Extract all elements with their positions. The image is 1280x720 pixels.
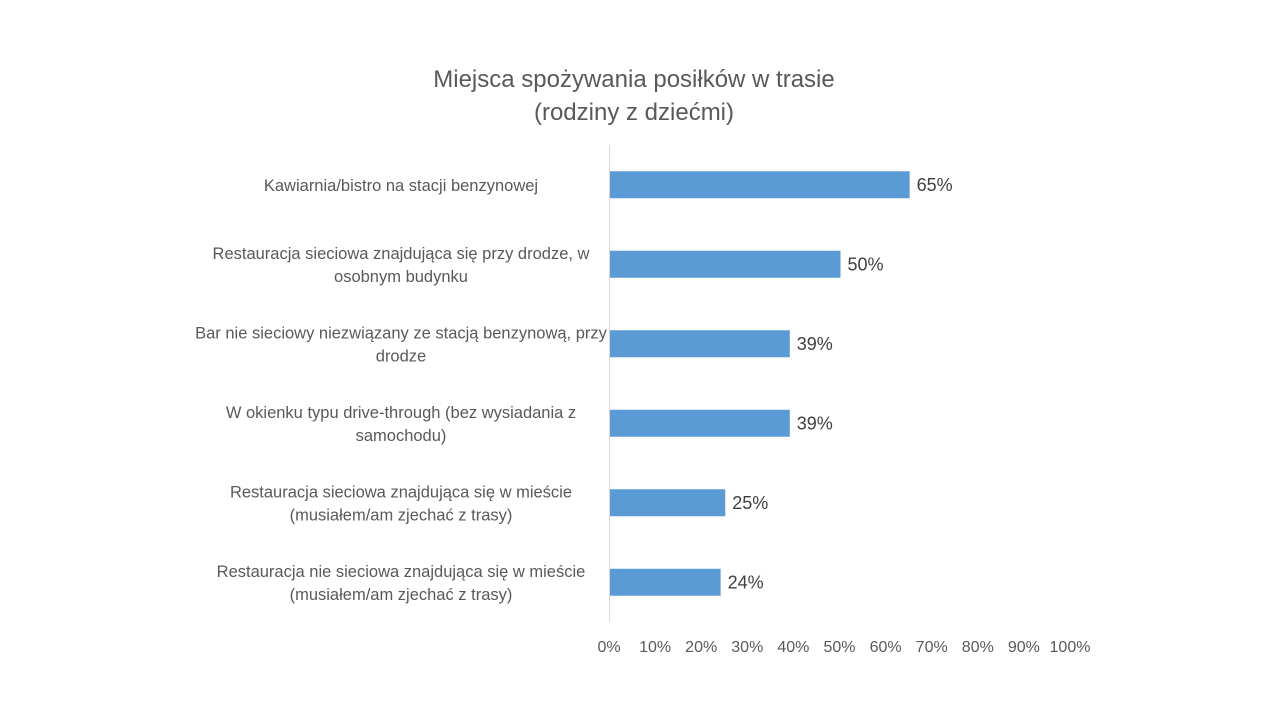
data-label: 25% <box>732 493 768 513</box>
category-label: Kawiarnia/bistro na stacji benzynowej <box>264 177 538 195</box>
chart-title-line-1: Miejsca spożywania posiłków w trasie <box>433 66 835 93</box>
x-tick-label: 30% <box>731 639 763 656</box>
x-tick-label: 50% <box>823 639 855 656</box>
category-label: Restauracja nie sieciowa znajdująca się … <box>217 563 586 581</box>
x-tick-label: 40% <box>777 639 809 656</box>
x-tick-label: 100% <box>1050 639 1091 656</box>
x-tick-label: 10% <box>639 639 671 656</box>
bar <box>610 171 910 199</box>
bar <box>610 489 726 517</box>
bar <box>610 409 790 437</box>
chart-title-line-2: (rodziny z dziećmi) <box>533 99 735 126</box>
data-label: 39% <box>797 334 833 354</box>
x-tick-label: 20% <box>685 639 717 656</box>
data-label: 65% <box>917 175 953 195</box>
bar <box>610 330 790 358</box>
bar <box>610 250 841 278</box>
category-label: Restauracja sieciowa znajdująca się w mi… <box>230 483 572 501</box>
category-label: Restauracja sieciowa znajdująca się przy… <box>213 245 590 263</box>
x-tick-label: 80% <box>962 639 994 656</box>
category-label: Bar nie sieciowy niezwiązany ze stacją b… <box>195 324 608 342</box>
data-label: 39% <box>797 413 833 433</box>
bar <box>610 568 721 596</box>
x-tick-label: 90% <box>1008 639 1040 656</box>
x-tick-label: 60% <box>870 639 902 656</box>
data-label: 24% <box>728 572 764 592</box>
category-label: samochodu) <box>356 427 447 445</box>
category-label: drodze <box>376 347 426 365</box>
x-tick-label: 0% <box>597 639 620 656</box>
x-tick-label: 70% <box>916 639 948 656</box>
category-label: (musiałem/am zjechać z trasy) <box>290 506 513 524</box>
category-label: osobnym budynku <box>334 268 468 286</box>
data-label: 50% <box>848 254 884 274</box>
category-label: W okienku typu drive-through (bez wysiad… <box>226 404 576 422</box>
category-label: (musiałem/am zjechać z trasy) <box>290 586 513 604</box>
